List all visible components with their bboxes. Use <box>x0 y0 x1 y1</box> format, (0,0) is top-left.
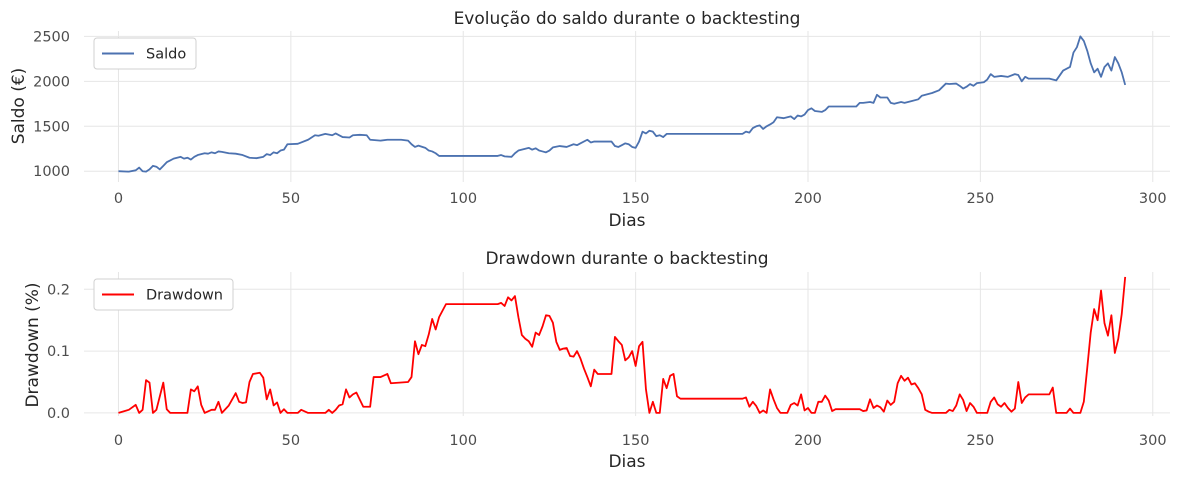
drawdown-x-ticks: 0 50 100 150 200 250 300 <box>114 433 1167 449</box>
balance-grid <box>84 31 1170 182</box>
balance-legend-label: Saldo <box>146 47 186 63</box>
drawdown-grid <box>84 272 1170 416</box>
balance-line-layer <box>118 35 1127 173</box>
balance-x-tick-label: 100 <box>449 191 477 207</box>
drawdown-chart: Drawdown durante o backtesting 0 50 100 150… <box>23 249 1170 472</box>
balance-y-ticks: 1000 1500 2000 2500 <box>33 29 70 180</box>
balance-y-tick-label: 2500 <box>33 29 70 45</box>
drawdown-x-tick-label: 200 <box>794 433 822 449</box>
balance-y-tick-label: 1000 <box>33 164 70 180</box>
drawdown-y-tick-label: 0.2 <box>47 282 70 298</box>
balance-x-tick-label: 150 <box>622 191 650 207</box>
drawdown-legend: Drawdown <box>93 278 234 311</box>
balance-x-tick-label: 200 <box>794 191 822 207</box>
balance-x-tick-label: 0 <box>114 191 123 207</box>
drawdown-x-tick-label: 50 <box>282 433 300 449</box>
balance-y-tick-label: 1500 <box>33 119 70 135</box>
drawdown-x-tick-label: 150 <box>622 433 650 449</box>
balance-x-axis-label: Dias <box>608 211 645 231</box>
drawdown-legend-label: Drawdown <box>146 288 223 304</box>
balance-legend: Saldo <box>93 37 197 70</box>
drawdown-x-tick-label: 0 <box>114 433 123 449</box>
balance-y-tick-label: 2000 <box>33 74 70 90</box>
drawdown-legend-box <box>93 278 234 311</box>
drawdown-y-axis-label: Drawdown (%) <box>23 282 43 407</box>
balance-chart-title: Evolução do saldo durante o backtesting <box>454 9 801 29</box>
drawdown-x-tick-label: 250 <box>967 433 995 449</box>
balance-series-line <box>118 35 1127 173</box>
drawdown-y-tick-label: 0.0 <box>47 406 70 422</box>
balance-x-tick-label: 50 <box>282 191 300 207</box>
drawdown-x-tick-label: 300 <box>1139 433 1167 449</box>
drawdown-series-line <box>118 276 1127 414</box>
drawdown-x-tick-label: 100 <box>449 433 477 449</box>
drawdown-x-axis-label: Dias <box>608 452 645 472</box>
balance-x-ticks: 0 50 100 150 200 250 300 <box>114 191 1167 207</box>
drawdown-y-tick-label: 0.1 <box>47 344 70 360</box>
balance-y-axis-label: Saldo (€) <box>9 68 29 145</box>
balance-x-tick-label: 300 <box>1139 191 1167 207</box>
drawdown-y-ticks: 0.0 0.1 0.2 <box>47 282 70 422</box>
drawdown-line-layer <box>118 276 1127 414</box>
balance-chart: Evolução do saldo durante o backtesting … <box>9 9 1170 231</box>
balance-legend-box <box>93 37 197 70</box>
balance-x-tick-label: 250 <box>967 191 995 207</box>
drawdown-chart-title: Drawdown durante o backtesting <box>485 249 768 269</box>
